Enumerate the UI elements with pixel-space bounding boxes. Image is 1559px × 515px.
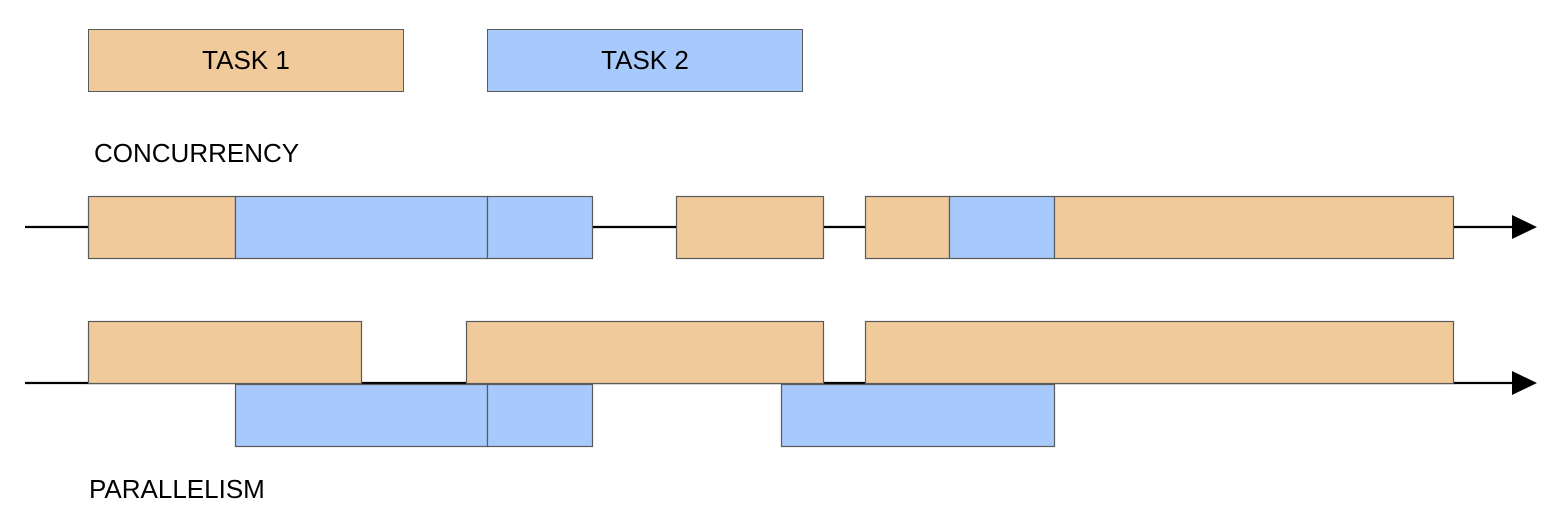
parallelism-task2-segment-6 [780,383,1056,448]
parallelism-task1-segment-1 [87,320,363,385]
parallelism-task2-segment-4 [234,383,489,448]
concurrency-task2-segment-6 [948,195,1056,260]
parallelism-task1-segment-3 [864,320,1455,385]
parallelism-timeline [25,320,1537,448]
concurrency-timeline [25,195,1537,260]
concurrency-task2-segment-3 [486,195,594,260]
legend-task-2: TASK 2 [487,29,803,92]
legend-task-1-label: TASK 1 [202,45,290,75]
parallelism-label: PARALLELISM [89,474,265,504]
legend-task-1: TASK 1 [88,29,404,92]
parallelism-axis-arrow [1512,371,1537,395]
parallelism-task1-segment-2 [465,320,825,385]
concurrency-task1-segment-4 [675,195,825,260]
concurrency-task1-segment-5 [864,195,951,260]
parallelism-task2-segment-5 [486,383,594,448]
concurrency-task2-segment-2 [234,195,489,260]
concurrency-label: CONCURRENCY [94,138,300,168]
legend-task-2-label: TASK 2 [601,45,689,75]
concurrency-task1-segment-7 [1053,195,1455,260]
concurrency-axis-arrow [1512,215,1537,239]
concurrency-task1-segment-1 [87,195,237,260]
